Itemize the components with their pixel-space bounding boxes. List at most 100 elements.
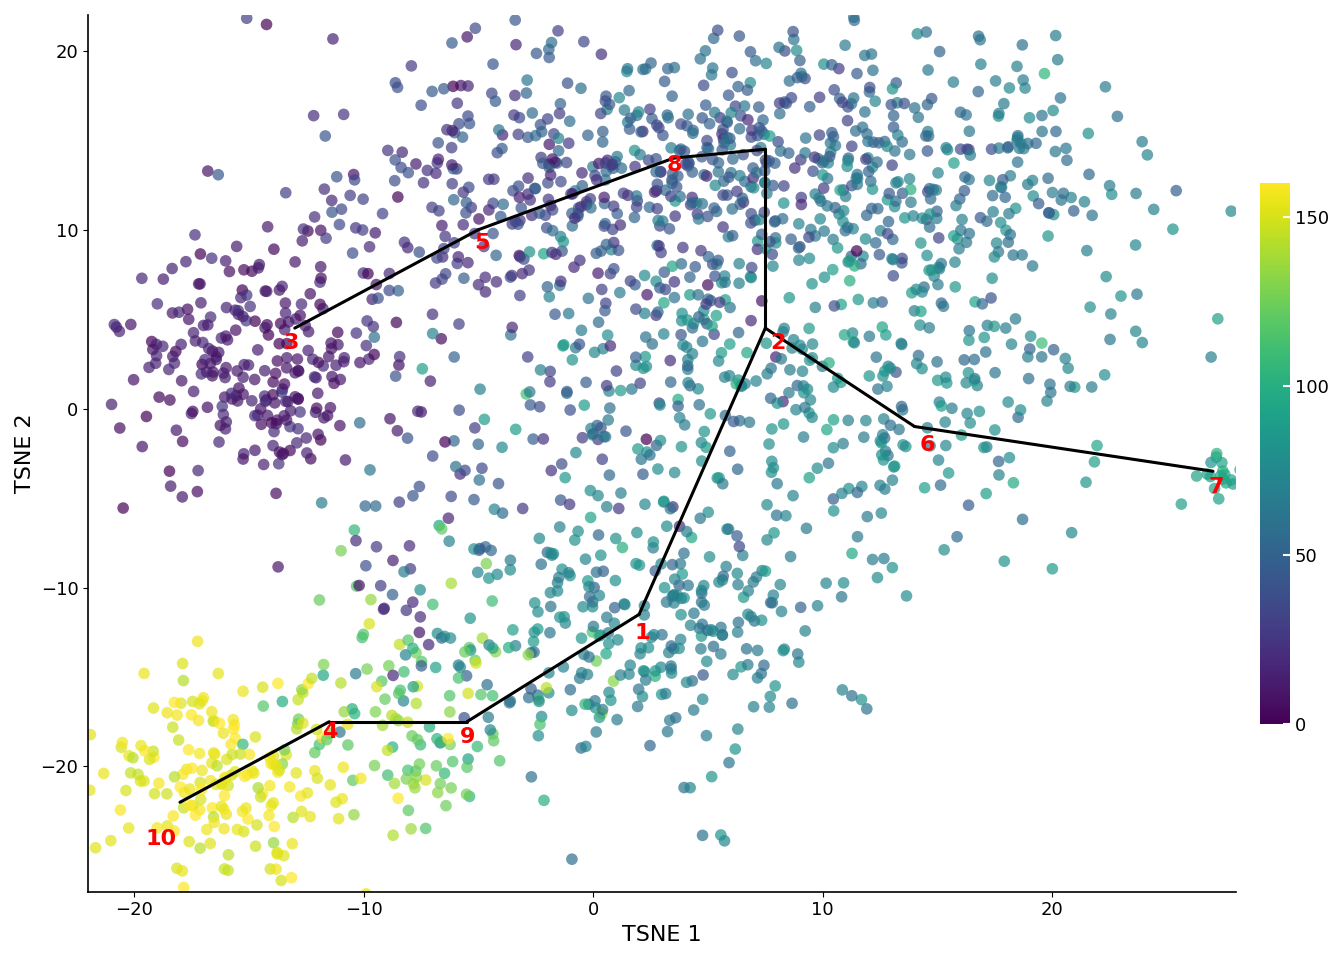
Point (1206, 449, 1227, 465)
Point (816, 198, 837, 213)
Point (238, 357, 259, 372)
Point (508, 127, 530, 142)
Point (634, 664, 656, 680)
Point (208, 345, 230, 360)
Point (239, 747, 261, 762)
Point (954, 183, 976, 199)
Point (263, 835, 285, 851)
Point (646, 201, 668, 216)
Point (286, 716, 308, 732)
Point (539, 374, 560, 390)
Point (727, 721, 749, 736)
Point (728, 276, 750, 291)
Point (172, 767, 194, 782)
Point (500, 693, 521, 708)
Point (263, 424, 285, 440)
Point (624, 209, 645, 225)
Point (241, 394, 262, 409)
Point (325, 795, 347, 810)
Point (203, 745, 224, 760)
Point (542, 203, 563, 218)
Point (930, 296, 952, 311)
Point (688, 620, 710, 636)
Point (1012, 37, 1034, 53)
Point (435, 798, 457, 813)
Point (58, 420, 79, 435)
Point (809, 89, 831, 105)
Point (726, 183, 747, 199)
Point (247, 342, 269, 357)
Point (918, 320, 939, 335)
Point (352, 265, 374, 280)
Point (364, 329, 386, 345)
Point (544, 155, 566, 170)
Point (790, 152, 812, 167)
Point (586, 654, 607, 669)
Point (687, 206, 708, 222)
Point (417, 163, 438, 179)
Point (688, 211, 710, 227)
Text: 8: 8 (667, 155, 683, 175)
Point (582, 427, 603, 443)
Point (1031, 349, 1052, 365)
Point (773, 179, 794, 194)
Point (919, 191, 941, 206)
Point (173, 785, 195, 801)
Point (431, 521, 453, 537)
Point (401, 821, 422, 836)
Point (775, 508, 797, 523)
Point (548, 131, 570, 146)
Point (613, 596, 634, 612)
Point (715, 408, 737, 423)
Point (823, 503, 844, 518)
Point (708, 353, 730, 369)
Point (610, 486, 632, 501)
Point (538, 176, 559, 191)
Point (598, 684, 620, 700)
Point (548, 143, 570, 158)
Point (766, 396, 788, 411)
Point (769, 95, 790, 110)
Point (711, 126, 732, 141)
Point (422, 325, 444, 341)
Point (306, 400, 328, 416)
Point (163, 719, 184, 734)
Point (394, 564, 415, 580)
Point (551, 562, 573, 577)
Point (456, 195, 477, 210)
Point (945, 279, 966, 295)
Point (672, 305, 694, 321)
Point (345, 220, 367, 235)
Point (551, 244, 573, 259)
Point (614, 103, 636, 118)
Point (645, 307, 667, 323)
Point (937, 142, 958, 157)
Point (366, 498, 387, 514)
Point (640, 56, 661, 71)
Point (602, 222, 624, 237)
Point (243, 765, 265, 780)
Point (935, 375, 957, 391)
Point (288, 391, 309, 406)
Point (591, 706, 613, 721)
Point (1039, 376, 1060, 392)
Point (517, 170, 539, 185)
Point (902, 208, 923, 224)
Point (364, 226, 386, 241)
Point (841, 178, 863, 193)
Point (355, 498, 376, 514)
Point (942, 75, 964, 90)
Point (271, 381, 293, 396)
Point (183, 384, 204, 399)
Point (130, 738, 152, 754)
Point (716, 521, 738, 537)
Point (798, 229, 820, 245)
Point (468, 277, 489, 293)
Point (487, 145, 508, 160)
Point (878, 359, 899, 374)
Point (1099, 332, 1121, 348)
Point (305, 370, 327, 385)
Point (759, 688, 781, 704)
Text: 4: 4 (323, 722, 337, 742)
Point (663, 499, 684, 515)
